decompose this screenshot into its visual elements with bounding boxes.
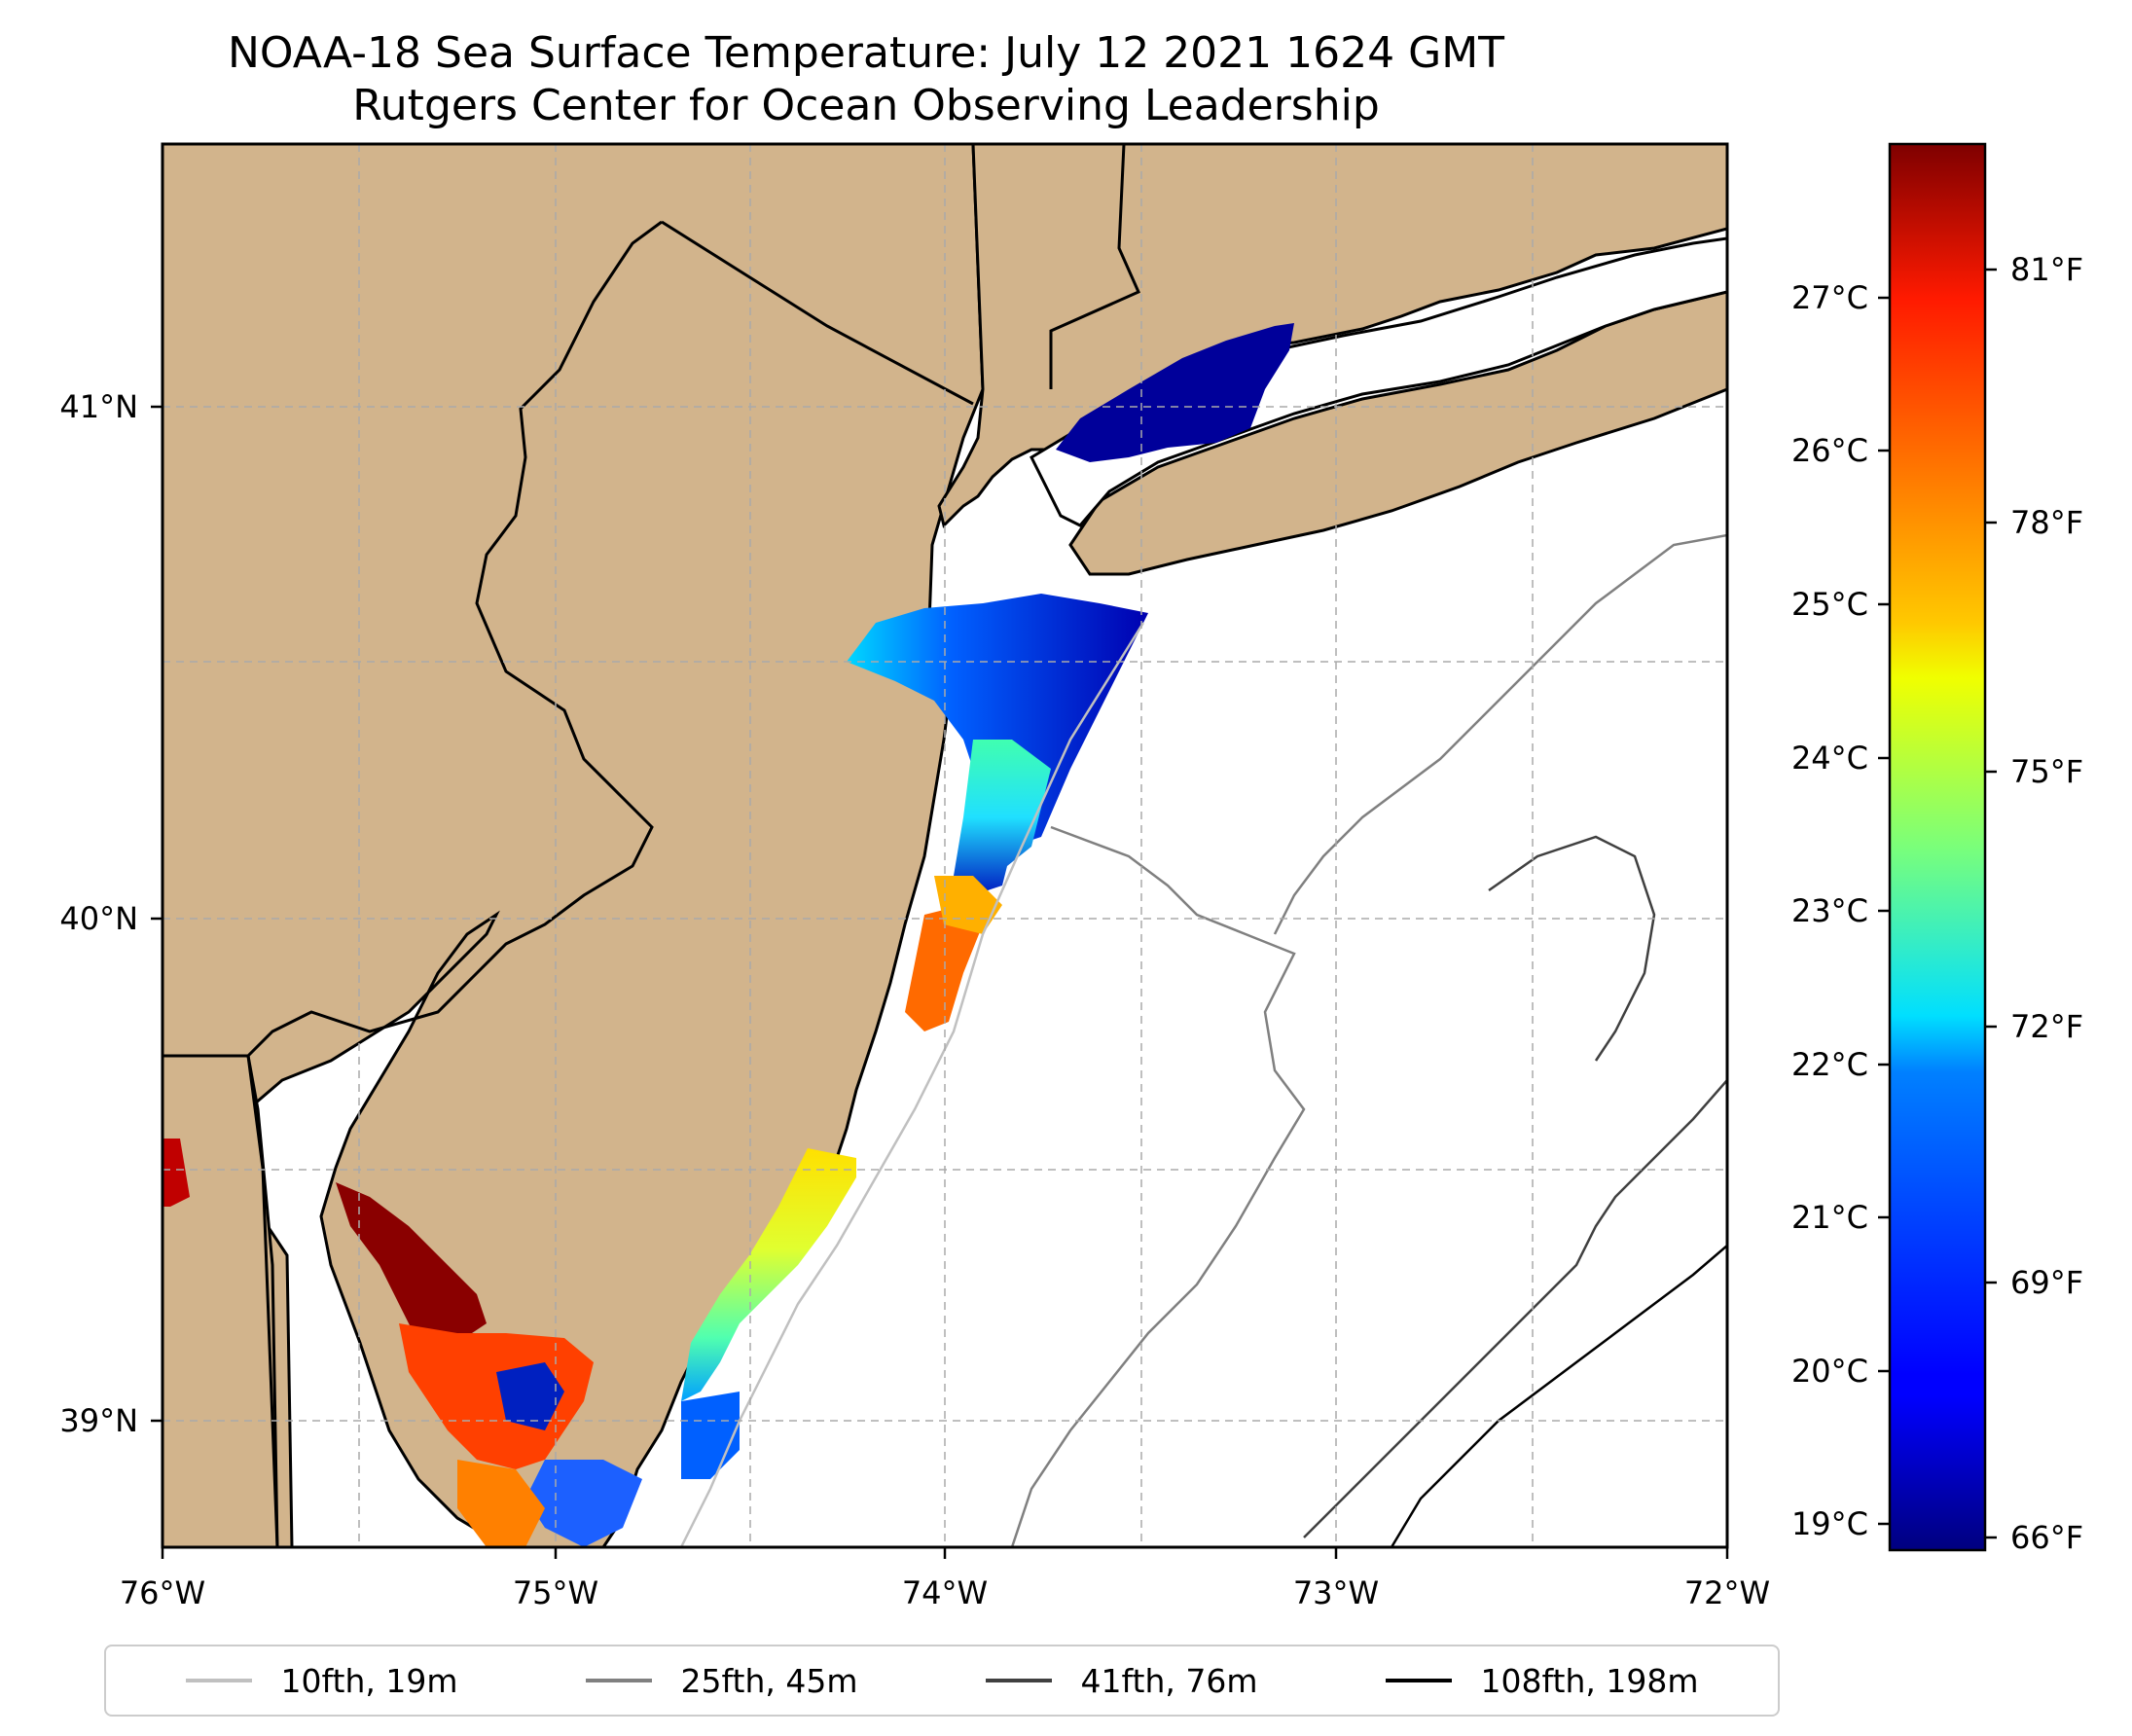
contour-108fth — [1390, 1245, 1727, 1547]
title-line-1: NOAA-18 Sea Surface Temperature: July 12… — [227, 28, 1505, 78]
colorbar-fahrenheit-label: 75°F — [2010, 753, 2083, 790]
colorbar-celsius-label: 22°C — [1791, 1046, 1868, 1083]
x-tick-label: 74°W — [902, 1574, 988, 1611]
colorbar-celsius-label: 27°C — [1791, 279, 1868, 316]
colorbar-celsius-label: 19°C — [1791, 1505, 1868, 1542]
legend-line-10fth — [185, 1679, 252, 1682]
contour-25fth-2 — [1273, 533, 1727, 935]
contour-legend: 10fth, 19m 25fth, 45m 41fth, 76m 108fth,… — [104, 1645, 1780, 1717]
colorbar-fahrenheit-label: 81°F — [2010, 251, 2083, 288]
contour-25fth — [1010, 825, 1306, 1547]
sst-delaware-bay-mixed — [399, 1323, 594, 1469]
sst-delaware-bay-cool-2 — [525, 1460, 642, 1547]
colorbar-celsius-label: 21°C — [1791, 1199, 1868, 1236]
x-tick-label: 73°W — [1293, 1574, 1379, 1611]
y-tick-label: 41°N — [59, 388, 138, 425]
sst-upper-bay — [163, 1139, 190, 1207]
colorbar-fahrenheit-label: 69°F — [2010, 1264, 2083, 1301]
sst-delaware-bay-cool — [496, 1362, 564, 1430]
legend-item: 25fth, 45m — [585, 1661, 858, 1700]
legend-item: 108fth, 198m — [1385, 1661, 1699, 1700]
colorbar-celsius-label: 23°C — [1791, 892, 1868, 929]
colorbar-celsius-label: 26°C — [1791, 432, 1868, 469]
chart-title: NOAA-18 Sea Surface Temperature: July 12… — [136, 27, 1596, 132]
sst-long-island-sound — [1056, 323, 1294, 462]
state-boundary-ny-ct — [1049, 144, 1140, 389]
colorbar-fahrenheit-ticks — [1985, 268, 1997, 1539]
legend-label: 41fth, 76m — [1080, 1661, 1258, 1700]
sst-nj-warm-2 — [934, 876, 1002, 934]
state-boundary-de — [163, 1054, 279, 1547]
colorbar-fahrenheit-label: 78°F — [2010, 504, 2083, 541]
state-boundary-ny-nj — [661, 220, 974, 406]
sst-nj-warm — [905, 905, 983, 1031]
land-delmarva — [163, 1054, 279, 1547]
sst-south-nj — [681, 1148, 856, 1401]
y-tick-label: 40°N — [59, 900, 138, 937]
land-long-island — [1068, 290, 1727, 576]
title-line-2: Rutgers Center for Ocean Observing Leade… — [352, 81, 1380, 130]
y-tick-label: 39°N — [59, 1402, 138, 1439]
sst-ny-bight — [847, 594, 1148, 847]
legend-line-108fth — [1385, 1679, 1452, 1682]
sst-delaware-bay-warm-2 — [457, 1460, 545, 1547]
colorbar-celsius-label: 24°C — [1791, 740, 1868, 777]
legend-label: 10fth, 19m — [280, 1661, 458, 1700]
colorbar-celsius-label: 20°C — [1791, 1353, 1868, 1390]
colorbar-celsius-label: 25°C — [1791, 586, 1868, 623]
colorbar — [1888, 142, 1987, 1552]
legend-label: 25fth, 45m — [680, 1661, 858, 1700]
sst-nj-coast-mid — [954, 740, 1051, 895]
colorbar-fahrenheit-label: 66°F — [2010, 1519, 2083, 1556]
x-tick-label: 75°W — [513, 1574, 598, 1611]
state-boundary-nj-pa — [246, 220, 663, 1058]
colorbar-celsius-ticks — [1878, 296, 1890, 1526]
legend-item: 10fth, 19m — [185, 1661, 458, 1700]
contour-41fth — [1303, 1079, 1727, 1538]
contour-41fth-north — [1488, 835, 1656, 1062]
legend-line-25fth — [585, 1679, 652, 1682]
x-tick-label: 72°W — [1684, 1574, 1770, 1611]
axis-ticks — [151, 405, 1729, 1559]
colorbar-fahrenheit-label: 72°F — [2010, 1008, 2083, 1045]
sst-delaware-bay-warm — [336, 1182, 487, 1343]
legend-item: 41fth, 76m — [985, 1661, 1258, 1700]
legend-label: 108fth, 198m — [1480, 1661, 1699, 1700]
legend-line-41fth — [985, 1679, 1052, 1682]
x-tick-label: 76°W — [120, 1574, 205, 1611]
